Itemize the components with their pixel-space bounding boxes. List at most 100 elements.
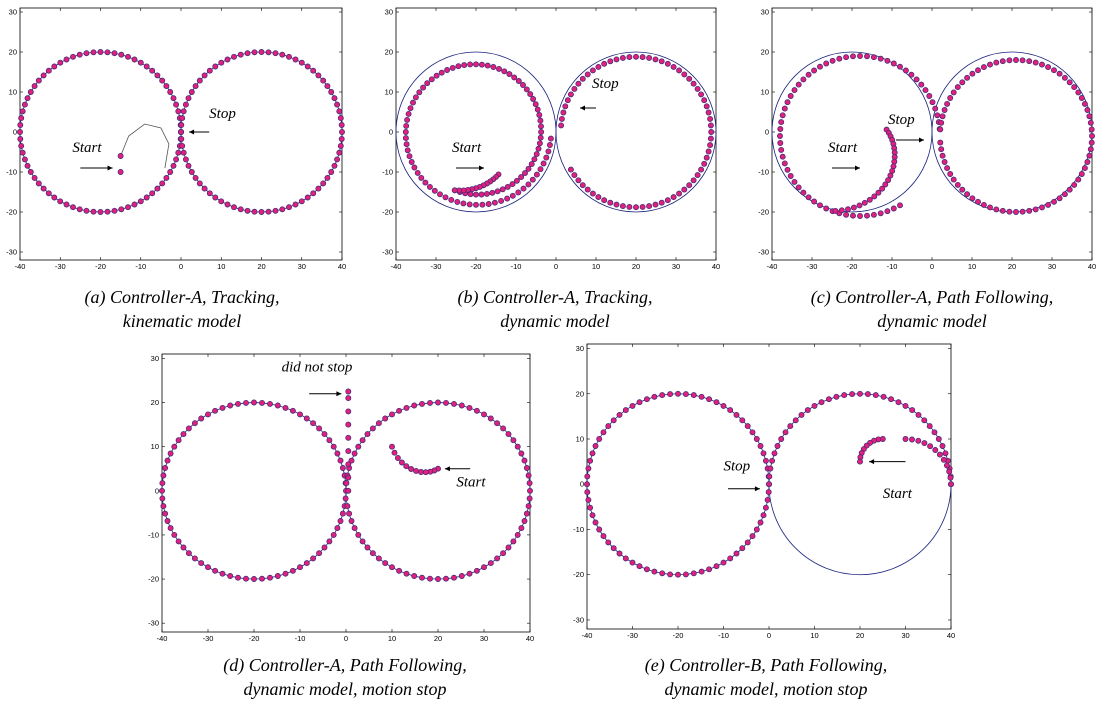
annotation-label: Start bbox=[828, 140, 858, 156]
x-tick-label: 30 bbox=[480, 634, 488, 643]
trajectory-point bbox=[167, 89, 174, 95]
trajectory-point bbox=[160, 472, 167, 479]
trajectory-point bbox=[1087, 146, 1094, 153]
trajectory-point bbox=[1056, 70, 1063, 77]
trajectory-point bbox=[937, 126, 944, 133]
trajectory-point bbox=[595, 63, 602, 70]
trajectory-point bbox=[188, 89, 195, 95]
trajectory-point bbox=[778, 436, 785, 442]
caption-c-line1: (c) Controller-A, Path Following, bbox=[811, 287, 1053, 308]
trajectory-point bbox=[345, 461, 352, 468]
trajectory-point bbox=[935, 436, 942, 442]
x-tick-label: -40 bbox=[582, 631, 593, 640]
trajectory-point bbox=[427, 399, 433, 406]
trajectory-point bbox=[629, 559, 636, 566]
trajectory-point bbox=[351, 525, 358, 532]
trajectory-point bbox=[19, 149, 26, 156]
x-tick-label: 40 bbox=[712, 262, 720, 271]
trajectory-point bbox=[525, 472, 532, 479]
trajectory-point bbox=[947, 474, 954, 481]
trajectory-point bbox=[504, 195, 511, 202]
trajectory-point bbox=[345, 474, 352, 481]
trajectory-point bbox=[757, 519, 764, 526]
trajectory-point bbox=[1006, 208, 1013, 215]
trajectory-point bbox=[882, 181, 889, 188]
trajectory-point bbox=[173, 156, 180, 163]
trajectory-point bbox=[355, 443, 362, 450]
trajectory-point bbox=[479, 201, 486, 208]
trajectory-point bbox=[244, 50, 251, 57]
trajectory-point bbox=[17, 129, 23, 135]
trajectory-point bbox=[633, 53, 639, 60]
y-tick-label: 0 bbox=[765, 128, 769, 137]
trajectory-point bbox=[143, 194, 150, 201]
trajectory-point bbox=[534, 106, 541, 113]
trajectory-point bbox=[705, 109, 712, 116]
trajectory-point bbox=[205, 411, 211, 418]
trajectory-point bbox=[351, 450, 358, 457]
trajectory-point bbox=[589, 512, 596, 519]
trajectory-point bbox=[518, 174, 525, 181]
trajectory-point bbox=[675, 390, 681, 397]
trajectory-point bbox=[449, 64, 456, 71]
trajectory-point bbox=[908, 71, 915, 78]
x-tick-label: 40 bbox=[1088, 262, 1096, 271]
trajectory-point bbox=[19, 108, 26, 115]
trajectory-point bbox=[1032, 59, 1039, 66]
trajectory-point bbox=[411, 573, 418, 579]
trajectory-point bbox=[804, 407, 811, 414]
trajectory-point bbox=[571, 85, 578, 92]
y-tick-label: -20 bbox=[148, 575, 159, 584]
annotation-label: did not stop bbox=[282, 360, 353, 376]
trajectory-point bbox=[328, 89, 335, 95]
trajectory-point bbox=[251, 208, 258, 215]
trajectory-point bbox=[303, 560, 310, 567]
trajectory-point bbox=[51, 63, 58, 70]
trajectory-point bbox=[1026, 58, 1033, 65]
trajectory-point bbox=[466, 404, 473, 411]
trajectory-point bbox=[40, 72, 47, 79]
trajectory-point bbox=[478, 61, 485, 68]
trajectory-point bbox=[83, 50, 90, 57]
trajectory-point bbox=[944, 100, 951, 107]
trajectory-point bbox=[63, 201, 70, 208]
trajectory-point bbox=[171, 443, 178, 450]
trajectory-point bbox=[782, 429, 789, 436]
trajectory-point bbox=[959, 79, 966, 86]
trajectory-point bbox=[345, 487, 352, 494]
trajectory-point bbox=[694, 172, 701, 179]
trajectory-point bbox=[206, 67, 213, 74]
trajectory-point bbox=[1087, 119, 1094, 126]
trajectory-point bbox=[149, 67, 156, 74]
trajectory-point bbox=[526, 480, 533, 487]
trajectory-point bbox=[571, 172, 578, 179]
annotation-label: Stop bbox=[888, 112, 915, 128]
trajectory-point bbox=[708, 129, 715, 135]
trajectory-point bbox=[690, 392, 697, 399]
trajectory-point bbox=[584, 473, 591, 480]
trajectory-point bbox=[149, 190, 156, 197]
trajectory-point bbox=[527, 487, 533, 494]
trajectory-point bbox=[57, 198, 64, 205]
trajectory-point bbox=[196, 180, 203, 187]
trajectory-point bbox=[626, 203, 633, 210]
trajectory-point bbox=[533, 171, 540, 178]
trajectory-point bbox=[1075, 176, 1082, 183]
trajectory-point bbox=[864, 391, 871, 398]
trajectory-point bbox=[345, 448, 352, 455]
trajectory-point bbox=[31, 174, 38, 181]
x-tick-label: 40 bbox=[338, 262, 346, 271]
trajectory-point bbox=[334, 525, 341, 532]
trajectory-point bbox=[964, 191, 971, 198]
trajectory-point bbox=[192, 174, 199, 181]
trajectory-point bbox=[975, 67, 981, 74]
trajectory-point bbox=[698, 91, 705, 98]
trajectory-point bbox=[1061, 74, 1068, 81]
trajectory-point bbox=[890, 60, 897, 67]
trajectory-point bbox=[339, 465, 346, 471]
trajectory-point bbox=[727, 407, 734, 414]
trajectory-point bbox=[258, 49, 265, 55]
trajectory-point bbox=[526, 495, 533, 502]
trajectory-point bbox=[179, 115, 186, 122]
trajectory-point bbox=[24, 95, 31, 102]
